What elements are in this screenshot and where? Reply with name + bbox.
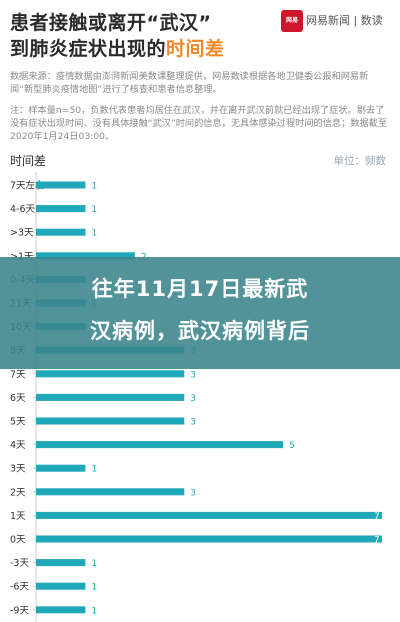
- category-tick-label: >1天: [10, 251, 34, 262]
- bar: [36, 370, 185, 378]
- bar: [36, 441, 284, 449]
- bar-value-label: 7: [374, 536, 380, 546]
- bar-value-label: 1: [91, 606, 97, 616]
- bar-value-label: 3: [190, 394, 196, 404]
- bar-value-label: 3: [190, 488, 196, 498]
- chart-axis-title: 时间差: [10, 154, 47, 168]
- bar: [36, 393, 185, 401]
- bar-value-label: 1: [91, 182, 97, 192]
- bar-value-label: 1: [91, 583, 97, 593]
- overlay-headline-line1: 往年11月17日最新武: [91, 277, 309, 301]
- category-tick-label: 7天左右: [10, 180, 45, 192]
- bar: [36, 464, 86, 472]
- headline-overlay: 往年11月17日最新武 汉病例，武汉病例背后: [0, 257, 400, 369]
- bar-value-label: 3: [190, 418, 196, 428]
- bar: [36, 606, 86, 614]
- bar-chart: 7天左右14-6天1>3天1>1天20-4天121天110天18天37天36天3…: [10, 172, 382, 622]
- bar: [36, 417, 185, 425]
- bar: [36, 181, 86, 189]
- category-tick-label: 6天: [10, 393, 26, 404]
- bar: [36, 228, 86, 236]
- chart-header: 患者接触或离开“武汉” 到肺炎症状出现的时间差 网易 网易新闻 | 数读: [0, 0, 400, 62]
- category-tick-label: 5天: [10, 417, 26, 428]
- bar-value-label: 1: [91, 229, 97, 239]
- category-tick-label: 4天: [10, 440, 26, 451]
- category-tick-label: 0天: [10, 535, 26, 546]
- bar: [36, 205, 86, 213]
- bar-value-label: 1: [91, 205, 97, 215]
- note-text: 注：样本量n=50，负数代表患者均居住在武汉，并在离开武汉前就已经出现了症状。剔…: [10, 105, 388, 142]
- unit-label: 单位：频数: [333, 155, 387, 167]
- chart-title-line1: 患者接触或离开“武汉”: [10, 12, 212, 34]
- chart-title-line2: 到肺炎症状出现的时间差: [10, 34, 225, 61]
- logo-text: 网易: [285, 17, 298, 24]
- bar: [36, 252, 135, 260]
- chart-title-highlight: 时间差: [166, 38, 225, 60]
- category-tick-label: -9天: [10, 605, 29, 616]
- bar-value-label: 1: [91, 559, 97, 569]
- brand-label: 网易新闻 | 数读: [306, 14, 383, 27]
- bar: [36, 582, 86, 590]
- bar-value-label: 5: [289, 441, 295, 451]
- data-source-text: 数据来源：疫情数据由澎湃新闻美数课整理提供，网易数读根据各地卫健委公报和网易新闻…: [10, 71, 369, 95]
- bar: [36, 488, 185, 496]
- category-tick-label: 3天: [10, 464, 26, 475]
- bar-value-label: 3: [190, 370, 196, 380]
- bar: [36, 535, 382, 543]
- category-tick-label: -6天: [10, 582, 29, 593]
- bar-value-label: 7: [374, 512, 380, 522]
- netease-logo-icon: 网易: [281, 10, 303, 32]
- bar: [36, 511, 382, 519]
- category-tick-label: -3天: [10, 558, 29, 569]
- category-tick-label: 2天: [10, 487, 26, 498]
- category-tick-label: 4-6天: [10, 204, 36, 215]
- chart-title-line2-prefix: 到肺炎症状出现的: [10, 38, 167, 60]
- category-tick-label: 1天: [10, 511, 26, 522]
- category-tick-label: >3天: [10, 228, 34, 239]
- bar-value-label: 1: [91, 465, 97, 475]
- category-tick-label: 7天: [10, 369, 26, 380]
- overlay-headline-line2: 汉病例，武汉病例背后: [90, 319, 310, 343]
- bar: [36, 559, 86, 567]
